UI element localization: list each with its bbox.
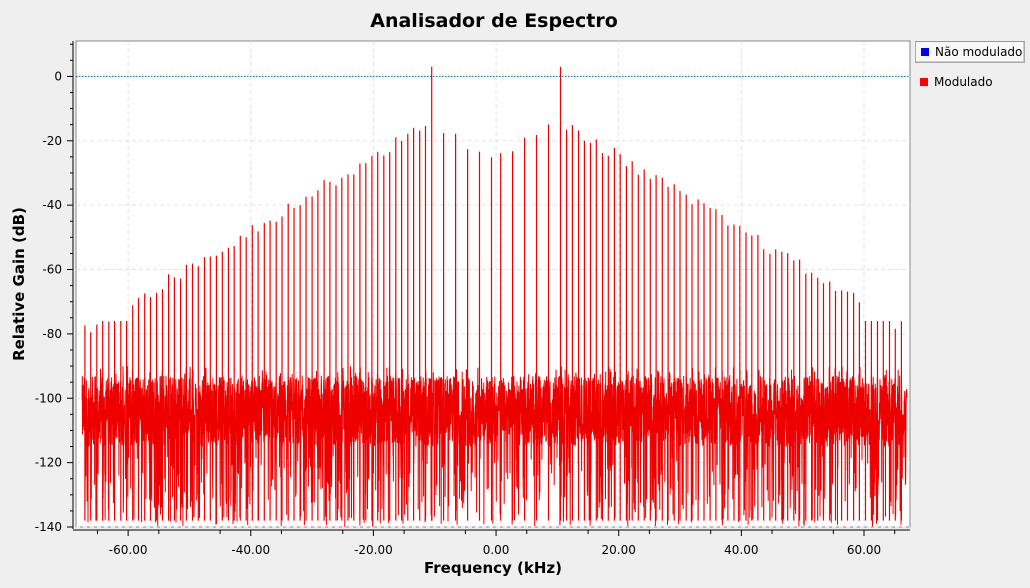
modulado-spurs [84,66,902,521]
y-tick-label: -140 [35,520,62,534]
x-tick-label: -40.00 [231,543,270,557]
chart-title: Analisador de Espectro [370,10,618,32]
y-tick-label: 0 [54,69,62,83]
x-tick-label: 20.00 [602,543,636,557]
legend-item-modulado[interactable]: Modulado [913,71,1027,93]
y-tick-label: -80 [42,327,62,341]
x-tick-label: 60.00 [847,543,881,557]
y-tick-label: -60 [42,263,62,277]
y-tick-label: -100 [35,391,62,405]
series-layer [76,66,910,528]
y-tick-label: -40 [42,198,62,212]
legend-swatch-red [920,78,928,86]
legend-swatch-blue [921,48,929,56]
x-tick-label: -60.00 [109,543,148,557]
legend: Não modulado Modulado [913,40,1027,100]
legend-item-nao-modulado[interactable]: Não modulado [915,41,1025,63]
legend-label: Não modulado [935,45,1023,59]
x-tick-label: 0.00 [483,543,510,557]
axes: 0 -20 -40 -60 -80 -100 -120 -140 -60.00 -40.00 -20… [35,41,910,557]
x-tick-label: 40.00 [724,543,758,557]
legend-label: Modulado [934,75,993,89]
y-tick-label: -20 [42,134,62,148]
x-tick-label: -20.00 [354,543,393,557]
y-tick-label: -120 [35,456,62,470]
y-axis-label: Relative Gain (dB) [10,207,28,361]
x-axis-label: Frequency (kHz) [424,559,562,577]
